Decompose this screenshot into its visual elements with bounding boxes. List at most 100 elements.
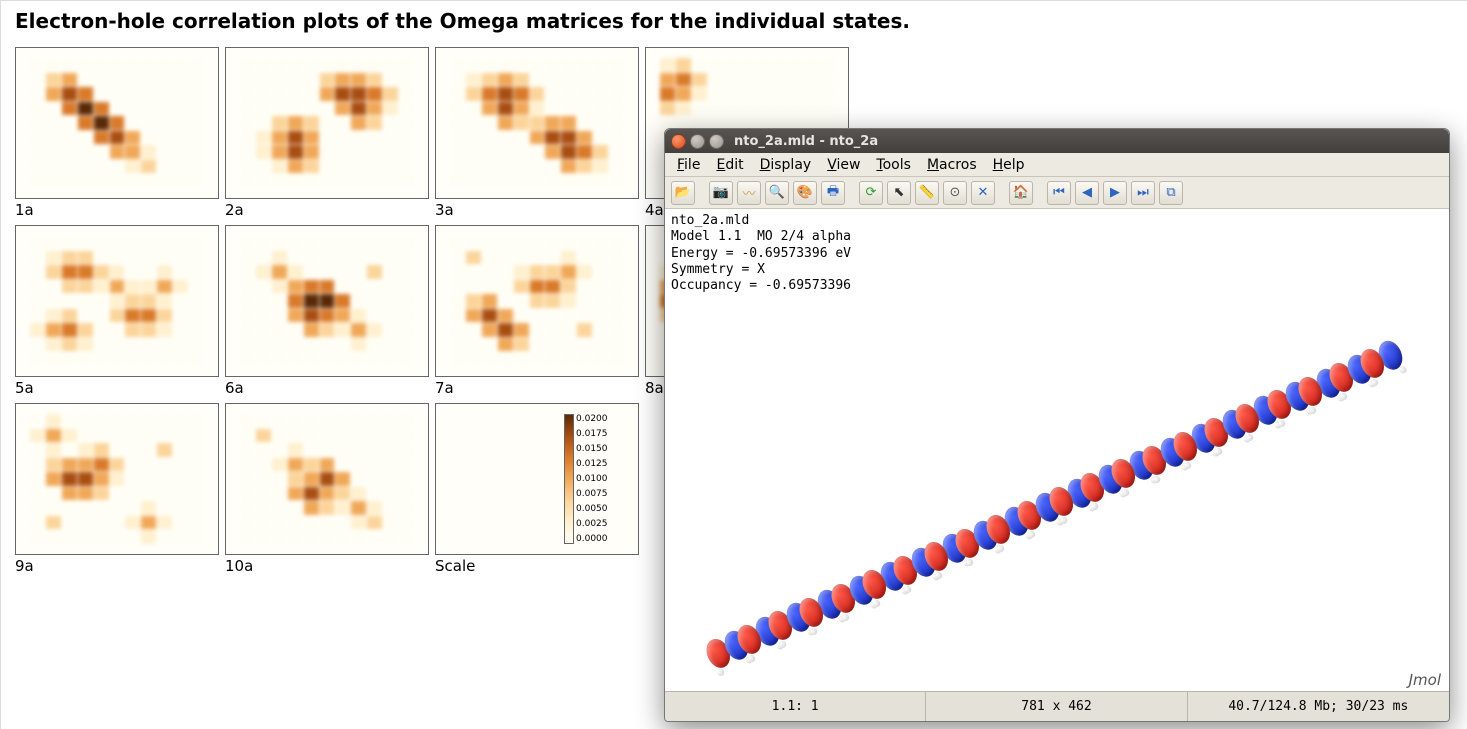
colorbar-tick: 0.0100 — [576, 474, 608, 484]
colorbar-tick: 0.0125 — [576, 459, 608, 469]
orbital-pair — [1232, 392, 1286, 444]
window-title: nto_2a.mld - nto_2a — [734, 134, 878, 149]
orbital-pair — [1045, 475, 1099, 527]
heatmap-thumb — [225, 403, 429, 555]
heatmap-label: 3a — [435, 201, 639, 219]
orbital-pair — [1356, 337, 1410, 389]
palette-icon[interactable]: 🎨 — [793, 181, 817, 205]
menu-view[interactable]: View — [821, 157, 866, 173]
orbital-pair — [1014, 489, 1068, 541]
statusbar: 1.1: 1 781 x 462 40.7/124.8 Mb; 30/23 ms — [665, 691, 1449, 721]
rotate-icon[interactable]: ⟳ — [859, 181, 883, 205]
heatmap-thumb — [15, 403, 219, 555]
minimize-icon[interactable] — [690, 134, 705, 149]
orbital-pair — [796, 586, 850, 638]
heatmap-label: 5a — [15, 379, 219, 397]
colorbar-tick: 0.0075 — [576, 489, 608, 499]
model-info-text: nto_2a.mld Model 1.1 MO 2/4 alpha Energy… — [671, 213, 851, 294]
heatmap-thumb: 0.0200 0.0175 0.0150 0.0125 0.0100 0.0075 0.00… — [435, 403, 639, 555]
home-icon[interactable]: 🏠 — [1009, 181, 1033, 205]
heatmap-cell: 10a — [225, 403, 429, 575]
heatmap-thumb — [15, 47, 219, 199]
heatmap-thumb — [15, 225, 219, 377]
orbital-pair — [1263, 379, 1317, 431]
orbital-pair — [951, 517, 1005, 569]
maximize-icon[interactable] — [709, 134, 724, 149]
heatmap-label: 6a — [225, 379, 429, 397]
heatmap-label: 9a — [15, 557, 219, 575]
status-dimensions: 781 x 462 — [926, 692, 1187, 721]
heatmap-thumb — [435, 225, 639, 377]
orbital-pair — [1325, 351, 1379, 403]
orbital-pair — [889, 544, 943, 596]
heatmap-label: Scale — [435, 557, 639, 575]
menu-file[interactable]: File — [671, 157, 706, 173]
toolbar[interactable]: 📂 📷〰🔍🎨🖶 ⟳⬉📏⊙✕ 🏠 ⏮◀▶⏭⧉ — [665, 177, 1449, 209]
orbital-rendering — [685, 339, 1425, 679]
wave-icon[interactable]: 〰 — [737, 181, 761, 205]
prev-icon[interactable]: ◀ — [1075, 181, 1099, 205]
orbital-pair — [1169, 420, 1223, 472]
heatmap-cell: 9a — [15, 403, 219, 575]
colorbar — [564, 414, 574, 544]
colorbar-tick: 0.0025 — [576, 519, 608, 529]
colorbar-tick: 0.0150 — [576, 444, 608, 454]
orbital-pair — [702, 627, 756, 679]
close-icon[interactable] — [671, 134, 686, 149]
menu-tools[interactable]: Tools — [870, 157, 917, 173]
menu-macros[interactable]: Macros — [921, 157, 983, 173]
cursor-icon[interactable]: ⬉ — [887, 181, 911, 205]
open-icon[interactable]: 📂 — [671, 181, 695, 205]
heatmap-cell: 3a — [435, 47, 639, 219]
orbital-pair — [1107, 448, 1161, 500]
last-icon[interactable]: ⏭ — [1131, 181, 1155, 205]
orbital-pair — [858, 558, 912, 610]
window-titlebar[interactable]: nto_2a.mld - nto_2a — [665, 129, 1449, 153]
photo-icon[interactable]: 📷 — [709, 181, 733, 205]
orbital-pair — [733, 613, 787, 665]
orbital-pair — [1294, 365, 1348, 417]
colorbar-tick: 0.0175 — [576, 429, 608, 439]
orbital-pair — [1138, 434, 1192, 486]
jmol-canvas[interactable]: nto_2a.mld Model 1.1 MO 2/4 alpha Energy… — [665, 209, 1449, 691]
heatmap-thumb — [225, 47, 429, 199]
heatmap-cell: 7a — [435, 225, 639, 397]
heatmap-label: 7a — [435, 379, 639, 397]
search-icon[interactable]: 🔍 — [765, 181, 789, 205]
status-memory: 40.7/124.8 Mb; 30/23 ms — [1188, 692, 1449, 721]
status-model: 1.1: 1 — [665, 692, 926, 721]
orbital-pair — [764, 599, 818, 651]
page-title: Electron-hole correlation plots of the O… — [15, 9, 1457, 33]
jmol-window[interactable]: nto_2a.mld - nto_2a FileEdit DisplayViewT… — [664, 128, 1450, 722]
menubar[interactable]: FileEdit DisplayViewToolsMacrosHelp — [665, 153, 1449, 177]
heatmap-label: 1a — [15, 201, 219, 219]
next-icon[interactable]: ▶ — [1103, 181, 1127, 205]
colorbar-tick: 0.0050 — [576, 504, 608, 514]
orbital-pair — [827, 572, 881, 624]
heatmap-cell: 2a — [225, 47, 429, 219]
orbital-pair — [1076, 461, 1130, 513]
heatmap-label: 2a — [225, 201, 429, 219]
menu-help[interactable]: Help — [987, 157, 1031, 173]
print-icon[interactable]: 🖶 — [821, 181, 845, 205]
colorbar-tick: 0.0200 — [576, 414, 608, 424]
heatmap-cell: 5a — [15, 225, 219, 397]
jmol-brand-label: Jmol — [1409, 671, 1441, 689]
heatmap-thumb — [435, 47, 639, 199]
heatmap-cell: 1a — [15, 47, 219, 219]
orbital-pair — [982, 503, 1036, 555]
copy-icon[interactable]: ⧉ — [1159, 181, 1183, 205]
heatmap-cell: 0.0200 0.0175 0.0150 0.0125 0.0100 0.0075 0.00… — [435, 403, 639, 575]
colorbar-tick: 0.0000 — [576, 534, 608, 544]
menu-display[interactable]: Display — [754, 157, 818, 173]
heatmap-thumb — [225, 225, 429, 377]
heatmap-cell: 6a — [225, 225, 429, 397]
ruler-icon[interactable]: 📏 — [915, 181, 939, 205]
orbital-pair — [920, 530, 974, 582]
atom-icon[interactable]: ⊙ — [943, 181, 967, 205]
center-icon[interactable]: ✕ — [971, 181, 995, 205]
heatmap-label: 10a — [225, 557, 429, 575]
menu-edit[interactable]: Edit — [710, 157, 749, 173]
colorbar-ticks: 0.0200 0.0175 0.0150 0.0125 0.0100 0.0075 0.00… — [576, 414, 608, 544]
first-icon[interactable]: ⏮ — [1047, 181, 1071, 205]
